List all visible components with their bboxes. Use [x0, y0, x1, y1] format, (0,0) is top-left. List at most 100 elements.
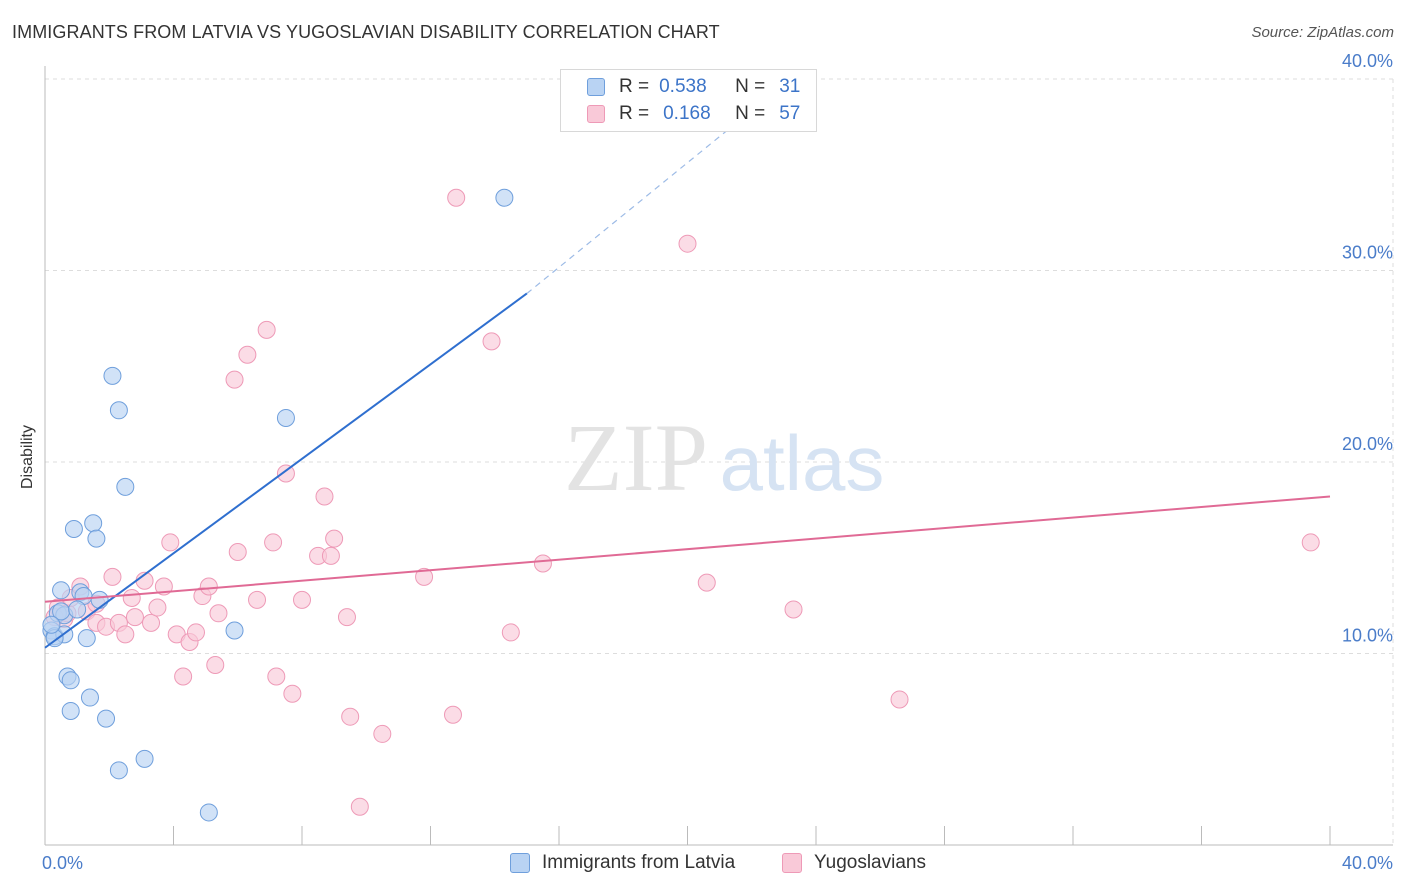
legend-n-value: 57: [779, 103, 801, 124]
legend-row-yugoslavians: R = 0.168 N = 57: [587, 103, 800, 125]
y-tick-label: 20.0%: [1342, 434, 1393, 454]
latvia-point: [77, 629, 96, 648]
yugoslavian-point: [325, 529, 344, 548]
yugoslavian-point: [373, 724, 392, 743]
yugoslavian-point: [225, 370, 244, 389]
latvia-point: [68, 600, 87, 619]
yugoslavian-point: [199, 577, 218, 596]
legend-item-latvia[interactable]: Immigrants from Latvia: [510, 852, 735, 874]
data-points: [42, 188, 1320, 822]
yugoslavian-point: [186, 623, 205, 642]
legend-n-value: 31: [779, 76, 801, 97]
legend-n-label: N =: [735, 103, 766, 124]
legend-n-label: N =: [735, 76, 766, 97]
yugoslavian-point: [209, 604, 228, 623]
latvia-point: [97, 709, 116, 728]
yugoslavian-point: [321, 546, 340, 565]
latvia-trend-line: [44, 292, 528, 649]
legend-r-label: R =: [619, 76, 650, 97]
watermark: ZIP atlas: [564, 404, 884, 511]
tick-labels: 10.0% 20.0% 30.0% 40.0% 0.0% 40.0%: [42, 51, 1393, 873]
chart-title: IMMIGRANTS FROM LATVIA VS YUGOSLAVIAN DI…: [12, 22, 720, 42]
latvia-swatch: [510, 853, 530, 873]
yugoslavian-point: [161, 533, 180, 552]
latvia-point: [80, 688, 99, 707]
yugoslavian-point: [228, 543, 247, 562]
legend-item-label: Immigrants from Latvia: [542, 852, 736, 873]
y-tick-label: 10.0%: [1342, 626, 1393, 646]
yugoslavian-point: [533, 554, 552, 573]
watermark-zip: ZIP: [564, 404, 708, 511]
legend-r-value: 0.538: [659, 76, 707, 97]
yugoslavian-point: [267, 667, 286, 686]
latvia-point: [116, 477, 135, 496]
yugoslavian-point: [501, 623, 520, 642]
yugoslavian-point: [784, 600, 803, 619]
latvia-point: [495, 188, 514, 207]
yugoslavian-point: [315, 487, 334, 506]
yugoslavians-swatch: [587, 105, 605, 123]
yugoslavians-swatch: [782, 853, 802, 873]
watermark-atlas: atlas: [720, 419, 885, 507]
y-tick-label: 30.0%: [1342, 243, 1393, 263]
legend-r-value: 0.168: [663, 103, 711, 124]
correlation-legend: R = 0.538 N = 31 R = 0.168 N = 57: [560, 69, 817, 132]
legend-item-label: Yugoslavians: [814, 852, 926, 873]
legend-row-latvia: R = 0.538 N = 31: [587, 76, 800, 98]
yugoslavian-point: [1301, 533, 1320, 552]
latvia-point: [87, 529, 106, 548]
yugoslavian-point: [257, 320, 276, 339]
latvia-trend-extension: [526, 78, 791, 294]
latvia-point: [199, 803, 218, 822]
yugoslavian-point: [341, 707, 360, 726]
latvia-point: [103, 366, 122, 385]
yugoslavian-point: [116, 625, 135, 644]
legend-item-yugoslavians[interactable]: Yugoslavians: [782, 852, 926, 874]
yugoslavian-point: [142, 613, 161, 632]
yugoslavian-point: [103, 567, 122, 586]
yugoslavian-trend-line: [44, 495, 1331, 603]
latvia-point: [135, 749, 154, 768]
latvia-point: [52, 581, 71, 600]
x-tick-label: 0.0%: [42, 853, 83, 873]
latvia-point: [64, 520, 83, 539]
x-tick-label: 40.0%: [1342, 853, 1393, 873]
yugoslavian-point: [443, 705, 462, 724]
yugoslavian-point: [125, 608, 144, 627]
yugoslavian-point: [447, 188, 466, 207]
yugoslavian-point: [174, 667, 193, 686]
yugoslavian-point: [337, 608, 356, 627]
yugoslavian-point: [283, 684, 302, 703]
yugoslavian-point: [415, 567, 434, 586]
yugoslavian-point: [697, 573, 716, 592]
latvia-point: [90, 590, 109, 609]
series-legend: Immigrants from Latvia Yugoslavians: [0, 852, 1406, 878]
yugoslavian-point: [890, 690, 909, 709]
latvia-point: [109, 761, 128, 780]
latvia-point: [225, 621, 244, 640]
latvia-point: [61, 671, 80, 690]
yugoslavian-point: [206, 655, 225, 674]
latvia-point: [42, 615, 61, 634]
latvia-point: [276, 408, 295, 427]
latvia-point: [84, 514, 103, 533]
yugoslavian-point: [248, 590, 267, 609]
yugoslavian-point: [238, 345, 257, 364]
yugoslavian-point: [678, 234, 697, 253]
yugoslavian-point: [350, 797, 369, 816]
yugoslavian-point: [122, 588, 141, 607]
latvia-point: [109, 401, 128, 420]
yugoslavian-point: [293, 590, 311, 609]
axes: [44, 66, 1393, 846]
legend-r-label: R =: [619, 103, 650, 124]
latvia-swatch: [587, 78, 605, 96]
yugoslavian-point: [482, 332, 501, 351]
yugoslavian-point: [148, 598, 167, 617]
trend-lines: [44, 78, 1331, 649]
yugoslavian-point: [276, 464, 295, 483]
yugoslavian-point: [264, 533, 283, 552]
source-label: Source: ZipAtlas.com: [1251, 24, 1394, 41]
latvia-point: [61, 701, 80, 720]
y-tick-label: 40.0%: [1342, 51, 1393, 71]
